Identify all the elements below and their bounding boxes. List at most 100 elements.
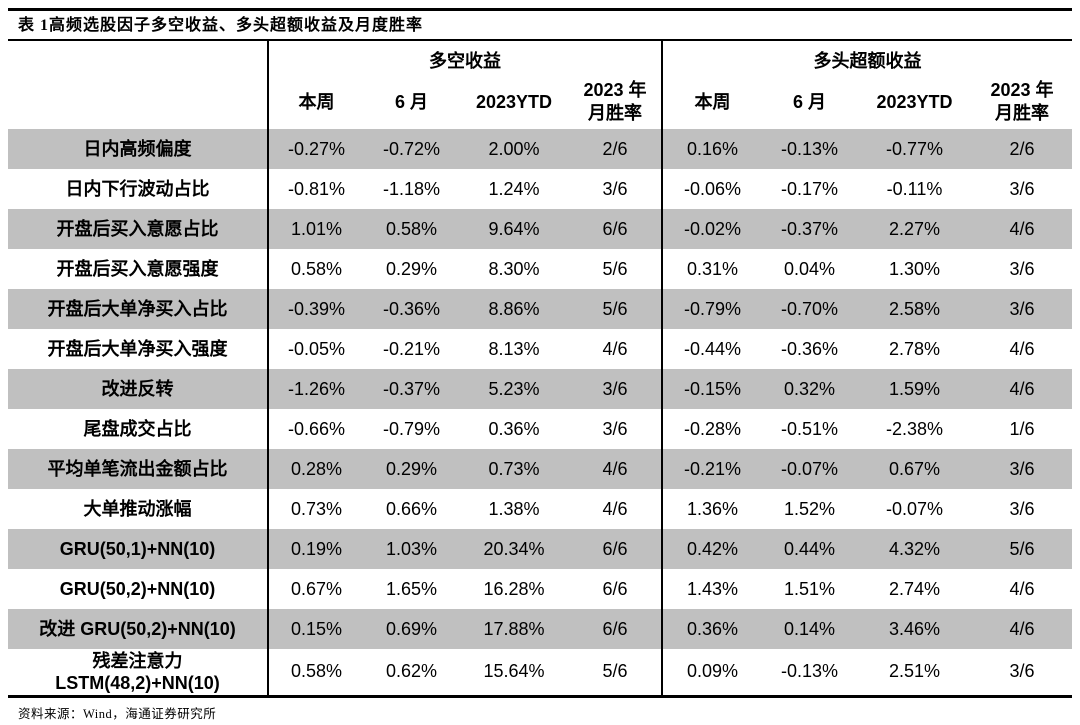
value-cell: 2/6 (1009, 138, 1035, 159)
value-cell: -0.21% (661, 449, 762, 489)
value-cell: 1.65% (385, 578, 438, 599)
value-cell: 3/6 (1009, 258, 1035, 279)
table-row: 改进 GRU(50,2)+NN(10) 0.15% 0.69% 17.88% 6/6 0.… (8, 609, 1072, 649)
factor-label: GRU(50,1)+NN(10) (59, 539, 216, 559)
value-cell: 5/6 (602, 258, 628, 279)
value-cell: 6/6 (602, 618, 628, 639)
factor-label: 平均单笔流出金额占比 (47, 459, 228, 479)
table-row: GRU(50,1)+NN(10) 0.19% 1.03% 20.34% 6/6 0.42%… (8, 529, 1072, 569)
corner-cell (8, 41, 268, 129)
table-row: 开盘后大单净买入强度 -0.05% -0.21% 8.13% 4/6 -0.44% -0.3… (8, 329, 1072, 369)
value-cell: -0.17% (780, 178, 839, 199)
value-cell: 1.36% (661, 489, 762, 529)
value-cell: -0.13% (780, 661, 839, 682)
value-cell: -0.39% (267, 289, 364, 329)
value-cell: 3/6 (1009, 498, 1035, 519)
value-cell: 6/6 (602, 538, 628, 559)
value-cell: 4/6 (1009, 578, 1035, 599)
value-cell: 3/6 (1009, 298, 1035, 319)
value-cell: -0.79% (661, 289, 762, 329)
value-cell: -0.28% (661, 409, 762, 449)
value-cell: 0.58% (267, 249, 364, 289)
value-cell: -0.66% (267, 409, 364, 449)
value-cell: 9.64% (488, 218, 540, 239)
value-cell: 0.16% (661, 129, 762, 169)
col-header-ytd-ls: 2023YTD (459, 75, 569, 129)
factor-label: 残差注意力 LSTM(48,2)+NN(10) (55, 650, 220, 693)
value-cell: -0.44% (661, 329, 762, 369)
table-row: 大单推动涨幅 0.73% 0.66% 1.38% 4/6 1.36% 1.52% -0.07%… (8, 489, 1072, 529)
value-cell: -0.36% (780, 338, 839, 359)
value-cell: -1.18% (382, 178, 441, 199)
value-cell: -0.02% (661, 209, 762, 249)
value-cell: -0.77% (885, 138, 944, 159)
table-row: 开盘后买入意愿强度 0.58% 0.29% 8.30% 5/6 0.31% 0.04% 1.3… (8, 249, 1072, 289)
value-cell: 16.28% (483, 578, 545, 599)
value-cell: 15.64% (483, 661, 545, 682)
value-cell: 2.51% (888, 661, 941, 682)
value-cell: 3/6 (1009, 661, 1035, 682)
value-cell: 8.86% (488, 298, 540, 319)
col-header-winrate-le: 2023 年 月胜率 (972, 75, 1072, 129)
factor-label: 日内下行波动占比 (65, 179, 210, 199)
value-cell: 0.67% (267, 569, 364, 609)
col-header-winrate-ls: 2023 年 月胜率 (569, 75, 662, 129)
value-cell: 2.27% (888, 218, 941, 239)
value-cell: -0.37% (382, 378, 441, 399)
value-cell: 3/6 (602, 378, 628, 399)
value-cell: 3/6 (1009, 178, 1035, 199)
factor-label: GRU(50,2)+NN(10) (59, 579, 216, 599)
value-cell: 0.69% (385, 618, 438, 639)
value-cell: -0.51% (780, 418, 839, 439)
group-header-long-excess: 多头超额收益 (661, 41, 1072, 75)
value-cell: -0.07% (885, 498, 944, 519)
table-header: 多空收益 多头超额收益 本周 6 月 2023YTD 2023 年 月胜率 本周… (8, 41, 1072, 129)
col-header-june-le: 6 月 (762, 75, 857, 129)
value-cell: 1.24% (488, 178, 540, 199)
value-cell: -0.27% (267, 129, 364, 169)
factor-label: 开盘后大单净买入占比 (47, 299, 228, 319)
value-cell: 1.43% (661, 569, 762, 609)
value-cell: 5/6 (1009, 538, 1035, 559)
value-cell: 6/6 (602, 578, 628, 599)
value-cell: -0.72% (382, 138, 441, 159)
value-cell: 6/6 (602, 218, 628, 239)
value-cell: 1/6 (1009, 418, 1035, 439)
table-title: 表 1高频选股因子多空收益、多头超额收益及月度胜率 (8, 8, 1072, 41)
value-cell: 0.14% (783, 618, 836, 639)
value-cell: 0.58% (267, 649, 364, 696)
factor-label: 开盘后买入意愿强度 (56, 259, 219, 279)
col-header-week-ls: 本周 (267, 75, 364, 129)
value-cell: 0.73% (488, 458, 540, 479)
value-cell: -0.37% (780, 218, 839, 239)
value-cell: 1.52% (783, 498, 836, 519)
value-cell: 5/6 (602, 661, 628, 682)
value-cell: 20.34% (483, 538, 545, 559)
table-row: 平均单笔流出金额占比 0.28% 0.29% 0.73% 4/6 -0.21% -0.07%… (8, 449, 1072, 489)
value-cell: -0.07% (780, 458, 839, 479)
value-cell: 0.73% (267, 489, 364, 529)
value-cell: 0.31% (661, 249, 762, 289)
value-cell: -0.21% (382, 338, 441, 359)
value-cell: 0.19% (267, 529, 364, 569)
factor-label: 开盘后大单净买入强度 (47, 339, 228, 359)
factor-label: 尾盘成交占比 (83, 419, 192, 439)
factor-label: 改进反转 (101, 379, 174, 399)
col-header-june-ls: 6 月 (364, 75, 459, 129)
value-cell: -0.13% (780, 138, 839, 159)
value-cell: 0.58% (385, 218, 438, 239)
value-cell: 4.32% (888, 538, 941, 559)
value-cell: 3/6 (1009, 458, 1035, 479)
table-row: 残差注意力 LSTM(48,2)+NN(10) 0.58% 0.62% 15.64% 5… (8, 649, 1072, 696)
value-cell: 0.15% (267, 609, 364, 649)
value-cell: 1.59% (888, 378, 941, 399)
value-cell: -0.15% (661, 369, 762, 409)
value-cell: 0.29% (385, 258, 438, 279)
group-header-long-short: 多空收益 (267, 41, 662, 75)
value-cell: 1.38% (488, 498, 540, 519)
value-cell: 4/6 (1009, 338, 1035, 359)
table-row: 日内下行波动占比 -0.81% -1.18% 1.24% 3/6 -0.06% -0.17%… (8, 169, 1072, 209)
table-row: 日内高频偏度 -0.27% -0.72% 2.00% 2/6 0.16% -0.13% -0.… (8, 129, 1072, 169)
report-table-container: 表 1高频选股因子多空收益、多头超额收益及月度胜率 多空收益 多头超额收益 本周… (8, 8, 1072, 722)
value-cell: 0.36% (488, 418, 540, 439)
